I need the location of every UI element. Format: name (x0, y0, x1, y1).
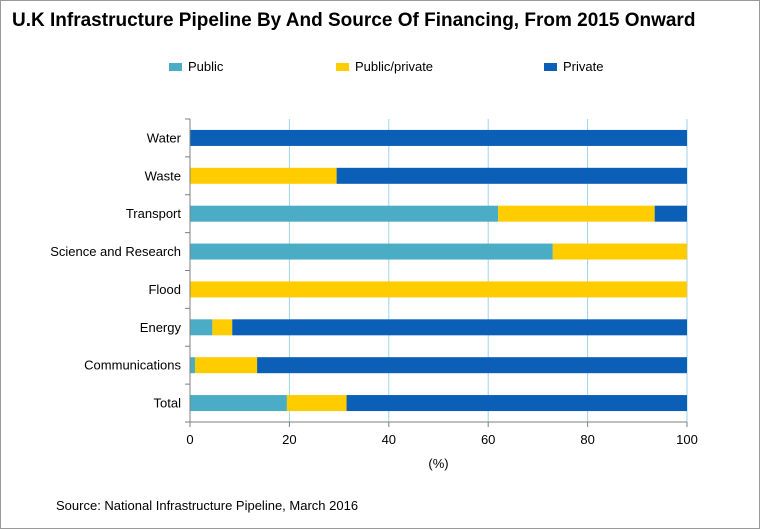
bars-group (190, 129, 687, 412)
x-tick-label: 100 (676, 432, 698, 447)
bar-communications-private (257, 357, 687, 374)
x-tick-label: 40 (382, 432, 396, 447)
bar-communications-public (190, 357, 195, 374)
category-label: Science and Research (50, 244, 181, 259)
category-label: Flood (148, 282, 181, 297)
legend-item-public-private: Public/private (336, 59, 433, 74)
category-labels: Water Waste Transport Science and Research F… (50, 130, 181, 410)
legend-label-private: Private (563, 59, 604, 74)
axes-group (185, 118, 688, 427)
category-label: Transport (126, 206, 182, 221)
legend-swatch-public (169, 62, 182, 71)
chart-legend: Public Public/private Private (1, 59, 760, 79)
bar-energy-public-private (212, 319, 233, 336)
bar-science-and-research-public (190, 243, 553, 260)
bar-transport-public (190, 205, 499, 222)
source-note: Source: National Infrastructure Pipeline… (56, 498, 359, 513)
bar-transport-public-private (498, 205, 655, 222)
bar-water-private (190, 129, 687, 146)
category-label: Total (154, 396, 182, 411)
x-axis-title: (%) (428, 456, 448, 471)
category-label: Energy (140, 320, 182, 335)
category-label: Communications (84, 358, 181, 373)
legend-label-public-private: Public/private (355, 59, 434, 74)
legend-item-private: Private (544, 59, 603, 74)
bar-waste-private (336, 167, 687, 184)
grid-lines (288, 119, 688, 422)
bar-flood-public-private (190, 281, 687, 298)
bar-communications-public-private (194, 357, 258, 374)
bar-total-private (346, 395, 687, 412)
bar-total-public (190, 395, 287, 412)
bar-energy-private (232, 319, 687, 336)
x-tick-label: 20 (282, 432, 296, 447)
category-label: Waste (145, 168, 181, 183)
bar-energy-public (190, 319, 213, 336)
x-tick-label: 0 (186, 432, 193, 447)
x-tick-label: 80 (580, 432, 594, 447)
tick-labels: 0 20 40 60 80 100 (186, 432, 697, 447)
legend-swatch-public-private (336, 62, 349, 71)
bar-waste-public-private (190, 167, 337, 184)
chart-title: U.K Infrastructure Pipeline By And Sourc… (12, 10, 696, 31)
bar-science-and-research-public-private (552, 243, 687, 260)
x-tick-label: 60 (481, 432, 495, 447)
legend-label-public: Public (188, 59, 224, 74)
category-label: Water (147, 130, 182, 145)
bar-transport-private (654, 205, 687, 222)
legend-swatch-private (544, 62, 557, 71)
bar-total-public-private (286, 395, 347, 412)
legend-item-public: Public (169, 59, 223, 74)
